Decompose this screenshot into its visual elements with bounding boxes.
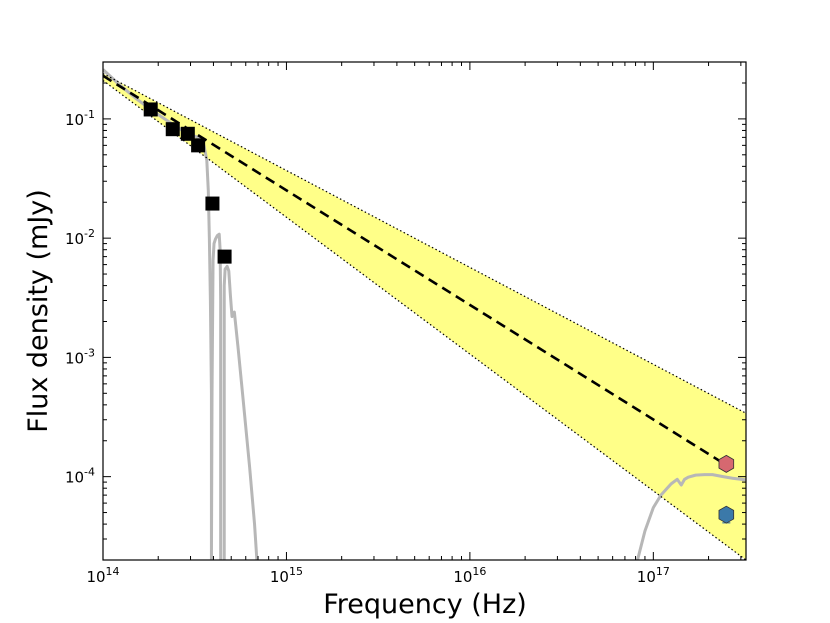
y-tick-label: 10-4 — [65, 466, 95, 487]
plot-frame — [102, 61, 747, 561]
optical-photometry-marker-1 — [143, 102, 158, 117]
x-axis-title: Frequency (Hz) — [323, 589, 527, 620]
model-spectrum-group — [103, 68, 746, 560]
x-tick-label: 1017 — [637, 565, 670, 586]
markers-group — [143, 102, 735, 524]
xray-point-blue-marker — [718, 505, 735, 524]
x-tick-label: 1016 — [453, 565, 486, 586]
y-tick-label: 10-3 — [65, 346, 95, 367]
x-tick-label: 1014 — [86, 565, 119, 586]
tick-labels-group: 1014 1015 1016 1017 10-4 10-3 10-2 10-1 — [65, 108, 670, 586]
y-tick-label: 10-2 — [65, 227, 95, 248]
model-spectrum-optical-line — [103, 68, 223, 560]
uncertainty-band — [103, 73, 746, 560]
optical-photometry-marker-2 — [165, 122, 180, 137]
axis-ticks-group — [102, 62, 746, 561]
optical-photometry-marker-6 — [217, 249, 232, 264]
fit-lines-group — [103, 73, 746, 560]
model-spectrum-optical-tail-line — [222, 264, 259, 560]
model-spectrum-xray-line — [636, 473, 746, 560]
optical-photometry-marker-4 — [191, 138, 206, 153]
power-law-lower-bound-line — [103, 79, 746, 560]
optical-photometry-marker-5 — [205, 196, 220, 211]
y-axis-title: Flux density (mJy) — [23, 189, 54, 433]
power-law-upper-bound-line — [103, 73, 746, 414]
xray-point-red-marker — [718, 454, 735, 473]
optical-photometry-marker-3 — [180, 126, 195, 141]
y-tick-label: 10-1 — [65, 108, 95, 129]
x-tick-label: 1015 — [270, 565, 303, 586]
plot-area — [103, 68, 746, 560]
power-law-fit-line — [103, 74, 728, 467]
